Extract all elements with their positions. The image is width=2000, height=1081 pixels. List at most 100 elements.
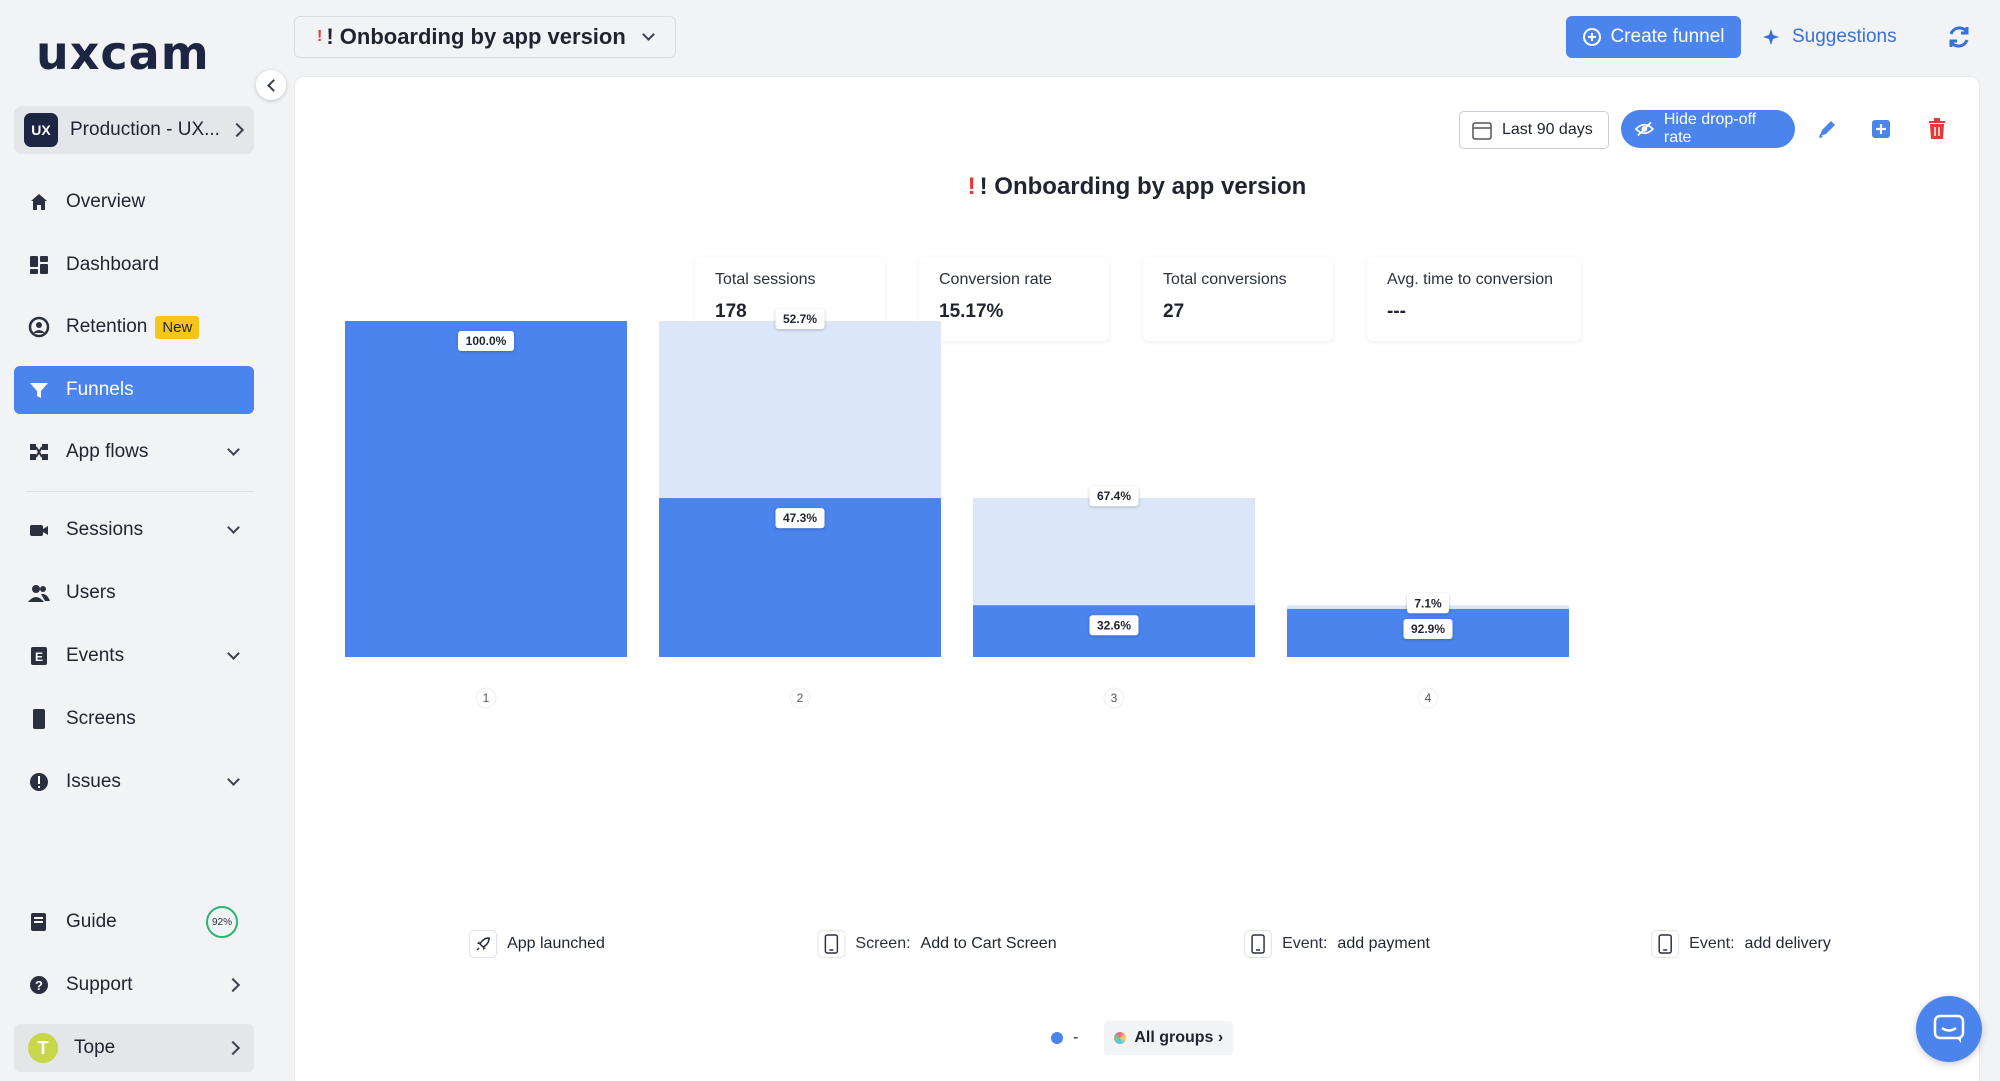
sidebar-item-issues[interactable]: Issues (14, 758, 254, 806)
step-number-2: 2 (797, 691, 804, 705)
sidebar: uxcam UX Production - UX... Overview Das… (0, 0, 270, 1081)
phone-icon (1651, 930, 1680, 958)
step-number-bg-1 (475, 687, 497, 709)
stat-value: 15.17% (939, 301, 1004, 322)
edit-icon[interactable] (1813, 115, 1841, 143)
step-number-4: 4 (1425, 691, 1432, 705)
sidebar-item-sessions[interactable]: Sessions (14, 506, 254, 554)
chevron-down-icon (227, 521, 240, 534)
sidebar-item-user[interactable]: T Tope (14, 1024, 254, 1072)
stat-card-avg-time: Avg. time to conversion --- (1367, 257, 1581, 341)
retained-label-4: 92.9% (1411, 622, 1445, 636)
stat-value: 27 (1163, 301, 1185, 322)
dropoff-label-2-bg (775, 309, 825, 329)
sidebar-item-app-flows[interactable]: App flows (14, 428, 254, 476)
step-number-bg-4 (1417, 687, 1439, 709)
phone-icon (1244, 930, 1273, 958)
hide-dropoff-button[interactable]: Hide drop-off rate (1621, 110, 1795, 148)
legend-series-name: - (1073, 1029, 1079, 1046)
sidebar-item-dashboard[interactable]: Dashboard (14, 241, 254, 289)
home-icon (28, 191, 50, 213)
step-number-3: 3 (1111, 691, 1118, 705)
chart-legend: - All groups › (1051, 1021, 1234, 1055)
dropoff-label-4: 7.1% (1414, 596, 1442, 610)
sidebar-item-label: Issues (66, 771, 121, 792)
retained-label-4-bg (1403, 618, 1453, 639)
rocket-icon (469, 930, 498, 958)
chevron-right-icon (225, 1040, 241, 1056)
date-range-picker[interactable]: Last 90 days (1459, 111, 1609, 149)
sidebar-item-label: App flows (66, 441, 149, 462)
sidebar-item-label: Funnels (66, 379, 134, 400)
book-icon (28, 911, 50, 933)
sidebar-item-label: Dashboard (66, 254, 159, 275)
calendar-icon (1472, 122, 1492, 140)
sidebar-item-label: Support (66, 974, 133, 995)
chevron-left-icon (266, 78, 280, 92)
chat-support-button[interactable] (1916, 996, 1982, 1062)
multicolor-dot-icon (1114, 1032, 1127, 1044)
step-number-1: 1 (483, 691, 490, 705)
eye-off-icon (1635, 121, 1654, 137)
legend-dot (1051, 1032, 1063, 1044)
step-name: App launched (507, 935, 605, 952)
sidebar-item-events[interactable]: E Events (14, 632, 254, 680)
dropoff-label-3: 67.4% (1097, 489, 1131, 503)
sidebar-item-screens[interactable]: Screens (14, 695, 254, 743)
app-flows-icon (28, 441, 50, 463)
add-to-dashboard-icon[interactable] (1867, 115, 1895, 143)
step-number-bg-2 (789, 687, 811, 709)
step-prefix: Event: (1282, 935, 1328, 952)
step-label-2: Screen: Add to Cart Screen (817, 927, 1057, 961)
project-badge: UX (24, 113, 58, 147)
funnel-title-text: ! Onboarding by app version (979, 173, 1307, 200)
guide-progress: 92% (206, 906, 238, 938)
suggestions-label: Suggestions (1792, 26, 1897, 47)
chat-icon (1933, 1014, 1965, 1043)
funnel-selector[interactable]: ! ! Onboarding by app version (294, 16, 676, 58)
sidebar-item-users[interactable]: Users (14, 569, 254, 617)
stat-label: Total sessions (715, 271, 816, 288)
stat-label: Conversion rate (939, 271, 1052, 288)
uxcam-logo[interactable]: uxcam (36, 26, 210, 80)
hide-dropoff-label: Hide drop-off rate (1663, 111, 1757, 146)
retention-icon (28, 316, 50, 338)
sidebar-item-retention[interactable]: Retention New (14, 303, 254, 351)
chevron-down-icon (641, 28, 655, 41)
all-groups-label: All groups › (1134, 1029, 1224, 1046)
chevron-down-icon (227, 773, 240, 786)
trash-icon[interactable] (1923, 115, 1951, 143)
collapse-sidebar-button[interactable] (256, 70, 286, 100)
stat-label: Total conversions (1163, 271, 1287, 288)
project-selector[interactable]: UX Production - UX... (14, 106, 254, 154)
sidebar-item-overview[interactable]: Overview (14, 178, 254, 226)
users-icon (28, 582, 50, 604)
step-label-1: App launched (469, 927, 605, 961)
refresh-icon[interactable] (1944, 22, 1974, 52)
stat-card-conversion-rate: Conversion rate 15.17% (919, 257, 1109, 341)
funnel-selector-label: ! Onboarding by app version (326, 24, 626, 49)
dropoff-label-3-bg (1089, 486, 1139, 507)
suggestions-button[interactable]: Suggestions (1760, 16, 1897, 58)
exclamation-icon: ! (317, 28, 323, 45)
dashboard-icon (28, 254, 50, 276)
retained-label-2: 47.3% (783, 511, 817, 525)
retained-label-3-bg (1089, 615, 1139, 636)
avatar: T (28, 1033, 58, 1063)
sidebar-item-label: Events (66, 645, 125, 666)
svg-text:?: ? (35, 978, 43, 993)
retained-label-1: 100.0% (466, 334, 507, 348)
video-icon (28, 519, 50, 541)
sidebar-item-guide[interactable]: Guide 92% (14, 898, 254, 946)
create-funnel-button[interactable]: Create funnel (1566, 16, 1741, 58)
chevron-down-icon (227, 443, 240, 456)
retained-label-3: 32.6% (1097, 618, 1131, 632)
phone-icon (28, 708, 50, 730)
date-range-label: Last 90 days (1502, 121, 1593, 138)
chevron-right-icon (225, 977, 241, 993)
sidebar-item-label: Retention (66, 316, 148, 337)
all-groups-button[interactable]: All groups › (1104, 1021, 1234, 1055)
sidebar-item-support[interactable]: ? Support (14, 961, 254, 1009)
step-name: Add to Cart Screen (920, 935, 1057, 952)
sidebar-item-funnels[interactable]: Funnels (14, 366, 254, 414)
